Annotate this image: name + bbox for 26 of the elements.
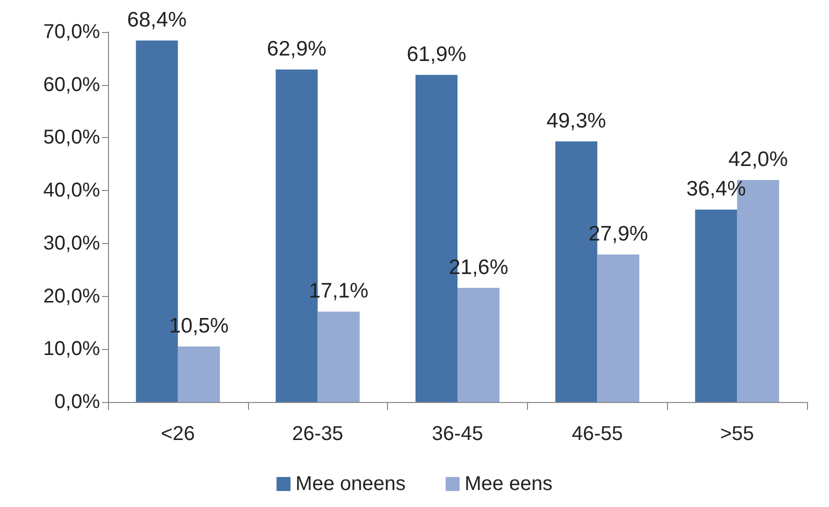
y-tick-label: 50,0%	[43, 126, 100, 149]
data-label: 42,0%	[728, 148, 788, 171]
data-label: 61,9%	[406, 42, 466, 66]
y-tick-label: 20,0%	[43, 285, 100, 308]
x-tick-label: 46-55	[572, 423, 623, 445]
y-tick-label: 40,0%	[43, 180, 100, 202]
y-tick-label: 60,0%	[43, 74, 100, 96]
bar	[458, 288, 500, 402]
bar	[597, 254, 640, 402]
legend-label: Mee oneens	[296, 473, 406, 495]
data-label: 62,9%	[266, 38, 326, 61]
x-tick-label: <26	[160, 423, 195, 445]
y-tick-label: 0,0%	[54, 391, 100, 413]
bar	[695, 210, 738, 402]
y-tick-label: 70,0%	[43, 21, 100, 43]
x-tick-label: 26-35	[292, 423, 344, 445]
data-label: 49,3%	[546, 109, 606, 132]
x-tick-label: >55	[720, 423, 754, 445]
legend-label: Mee eens	[464, 473, 552, 495]
bar	[318, 312, 360, 402]
y-tick-label: 30,0%	[43, 232, 100, 254]
data-label: 36,4%	[686, 178, 746, 201]
data-label: 68,4%	[127, 8, 187, 32]
x-tick-label: 36-45	[432, 423, 484, 445]
y-tick-label: 10,0%	[43, 338, 100, 360]
bar	[178, 346, 220, 402]
